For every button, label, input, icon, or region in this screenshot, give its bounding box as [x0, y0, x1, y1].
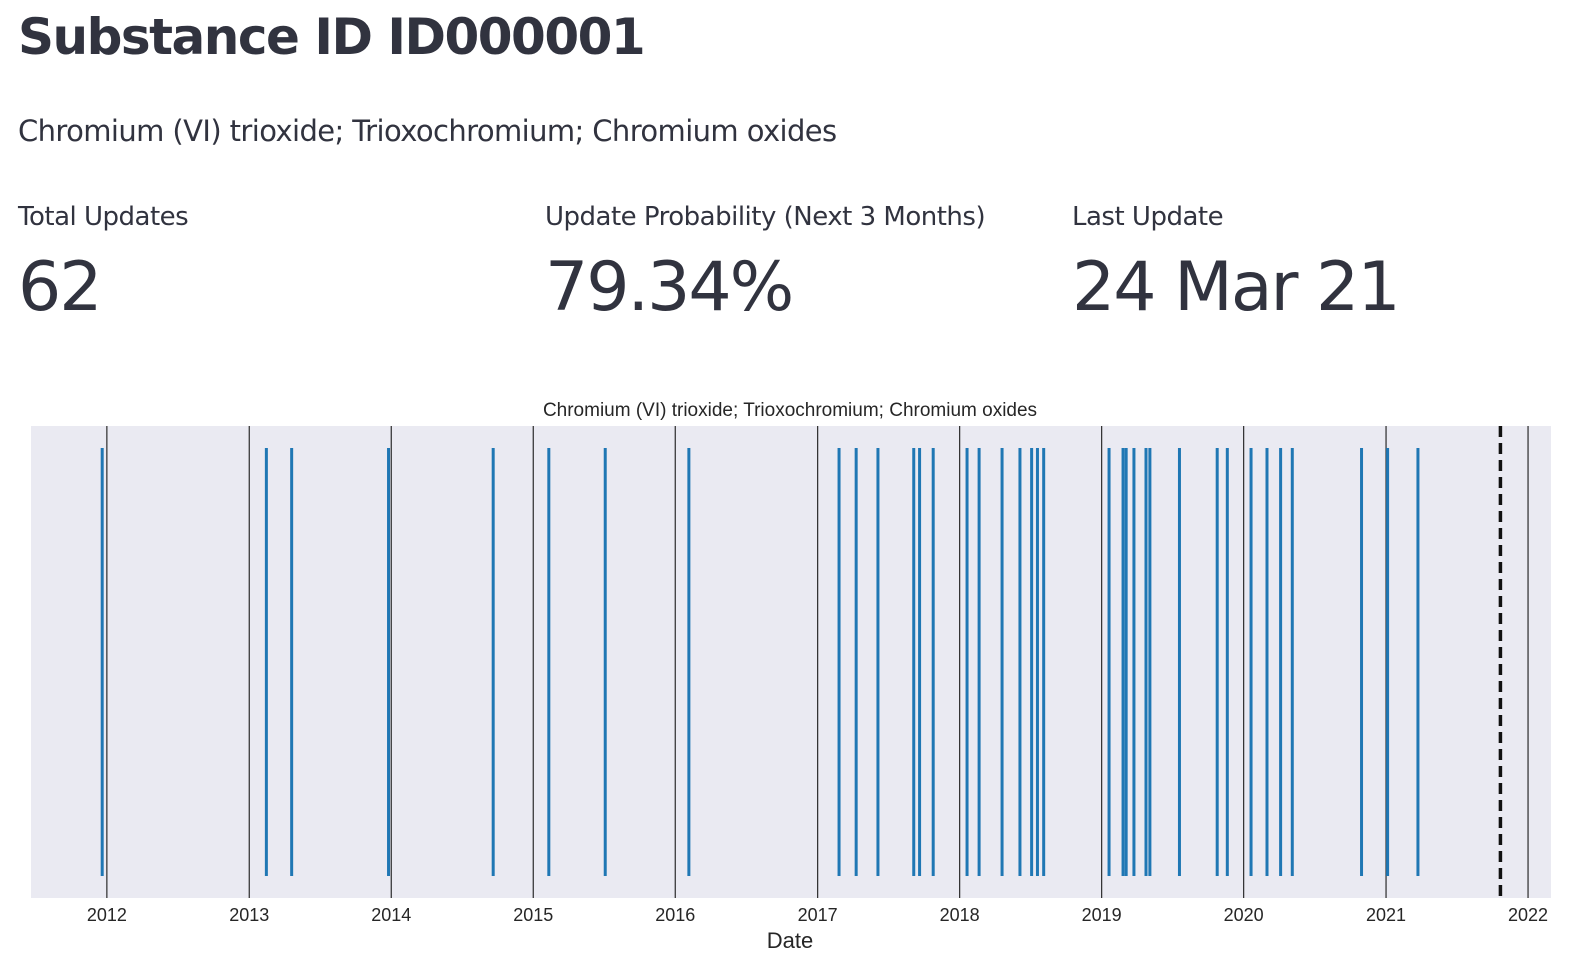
metric-value: 62 [18, 248, 103, 327]
x-gridlines [106, 426, 1529, 898]
x-tick-labels: 2012 2013 2014 2015 2016 2017 2018 2019 2020 2021… [87, 905, 1548, 925]
tick-label-2020: 2020 [1224, 905, 1264, 925]
tick-label-2015: 2015 [513, 905, 553, 925]
tick-label-2016: 2016 [655, 905, 695, 925]
chart-title: Chromium (VI) trioxide; Trioxochromium; … [543, 400, 1037, 421]
tick-label-2013: 2013 [229, 905, 269, 925]
substance-names: Chromium (VI) trioxide; Trioxochromium; … [18, 114, 837, 148]
metric-update-probability: Update Probability (Next 3 Months) 79.34… [545, 202, 986, 327]
tick-label-2019: 2019 [1082, 905, 1122, 925]
tick-label-2017: 2017 [798, 905, 838, 925]
metric-label: Last Update [1072, 202, 1224, 232]
metric-total-updates: Total Updates 62 [18, 202, 189, 327]
plot-area [31, 426, 1551, 898]
metric-label: Total Updates [18, 202, 189, 232]
page-title: Substance ID ID000001 [18, 8, 646, 66]
metric-label: Update Probability (Next 3 Months) [545, 202, 986, 232]
x-axis-label: Date [767, 928, 813, 953]
metric-last-update: Last Update 24 Mar 21 [1072, 202, 1401, 327]
update-timeline-chart: Chromium (VI) trioxide; Trioxochromium; … [31, 400, 1551, 953]
metric-value: 79.34% [545, 248, 794, 327]
tick-label-2014: 2014 [371, 905, 411, 925]
tick-label-2012: 2012 [87, 905, 127, 925]
update-events [100, 448, 1420, 876]
tick-label-2021: 2021 [1366, 905, 1406, 925]
tick-label-2018: 2018 [940, 905, 980, 925]
tick-label-2022: 2022 [1508, 905, 1548, 925]
metric-value: 24 Mar 21 [1072, 248, 1401, 327]
